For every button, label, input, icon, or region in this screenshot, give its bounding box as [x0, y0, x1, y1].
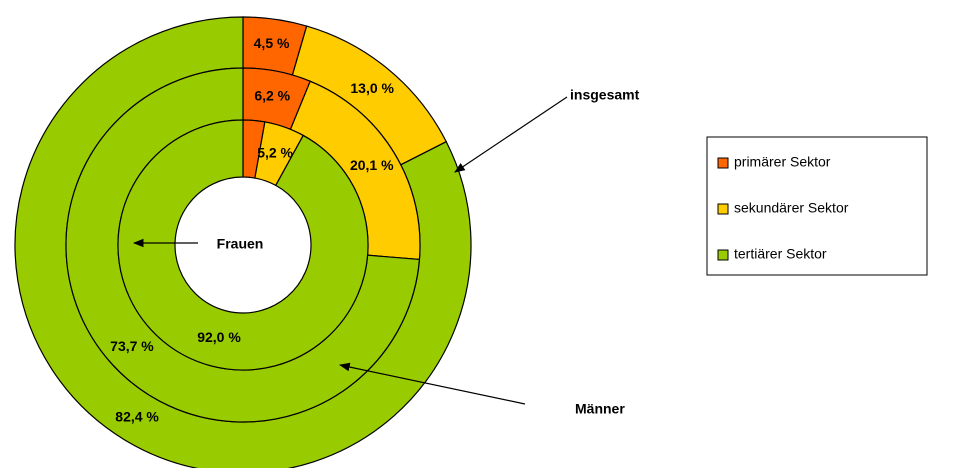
data-label: 4,5 %: [254, 35, 290, 51]
wedge: [117, 119, 369, 371]
legend-swatch: [717, 203, 729, 215]
legend-swatch: [717, 249, 729, 261]
arrow: [454, 96, 568, 173]
legend: primärer Sektor sekundärer Sektor tertiäre…: [717, 154, 849, 262]
ring-name: Frauen: [217, 236, 264, 252]
legend-box: [706, 136, 928, 276]
data-label: 73,7 %: [110, 338, 154, 354]
data-label: 20,1 %: [350, 157, 394, 173]
ring-name: Männer: [575, 401, 625, 417]
legend-label: primärer Sektor: [734, 154, 831, 170]
data-label: 92,0 %: [197, 329, 241, 345]
rings: [14, 16, 472, 468]
legend-label: sekundärer Sektor: [734, 200, 849, 216]
ring-name: insgesamt: [570, 87, 640, 103]
arrow: [338, 362, 526, 405]
data-label: 82,4 %: [115, 408, 159, 424]
data-label: 6,2 %: [254, 88, 290, 104]
labels: 4,5 % 13,0 % 82,4 % insgesamt 6,2 % 20,1 % 73,…: [110, 35, 639, 424]
data-label: 5,2 %: [257, 145, 293, 161]
legend-swatch: [717, 157, 729, 169]
legend-label: tertiärer Sektor: [734, 246, 827, 262]
data-label: 13,0 %: [350, 80, 394, 96]
